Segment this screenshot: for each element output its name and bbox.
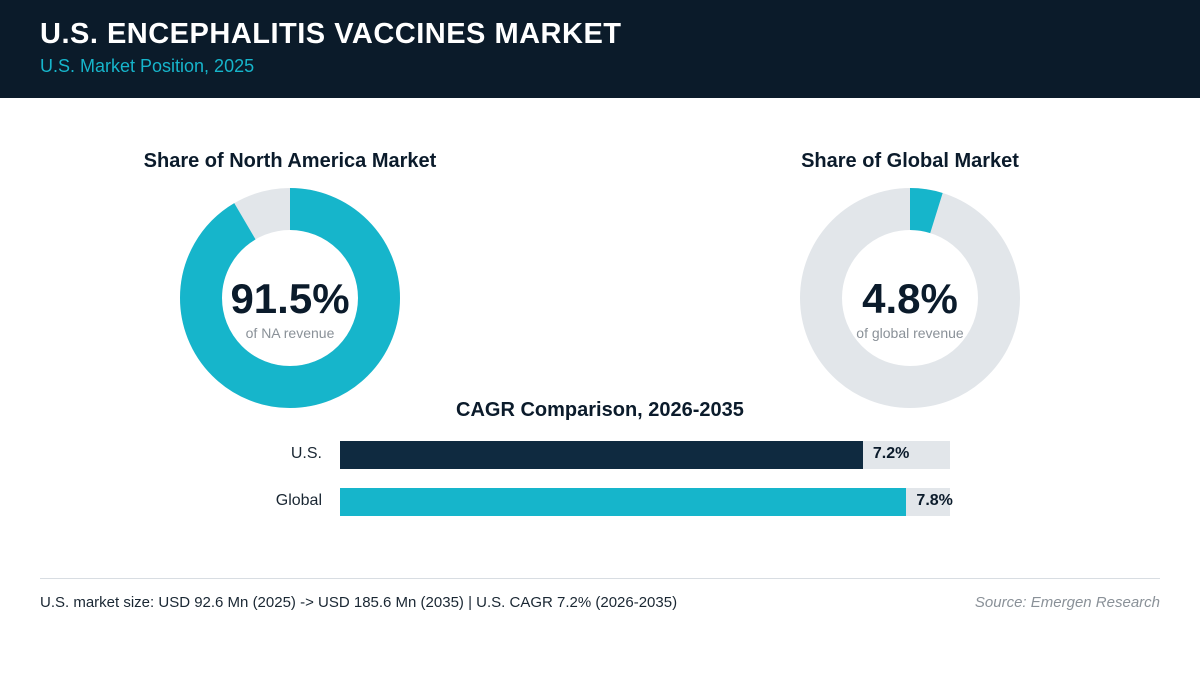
cagr-row-us: U.S. 7.2% (240, 441, 960, 469)
market-size-note: U.S. market size: USD 92.6 Mn (2025) -> … (40, 594, 678, 611)
cagr-label-us: U.S. (290, 445, 322, 462)
source-credit: Source: Emergen Research (974, 594, 1160, 611)
cagr-label-global: Global (275, 492, 322, 509)
cagr-bar-us (340, 441, 863, 469)
cagr-track-us: 7.2% (340, 441, 950, 469)
cagr-chart-title: CAGR Comparison, 2026-2035 (456, 399, 744, 421)
na-share-title: Share of North America Market (143, 150, 437, 172)
global-share-caption: of global revenue (856, 325, 964, 341)
footer-divider (40, 578, 1160, 579)
header-banner: U.S. ENCEPHALITIS VACCINES MARKET U.S. M… (0, 0, 1200, 98)
cagr-bar-global (340, 488, 907, 516)
global-share-title: Share of Global Market (801, 150, 1019, 172)
page-subtitle: U.S. Market Position, 2025 (40, 56, 255, 76)
cagr-track-global: 7.8% (340, 488, 953, 516)
global-share-donut-chart: Share of Global Market 4.8% of global re… (710, 150, 1110, 420)
na-share-donut (180, 188, 400, 408)
cagr-row-global: Global 7.8% (240, 488, 960, 516)
page-title: U.S. ENCEPHALITIS VACCINES MARKET (40, 18, 622, 50)
cagr-value-global: 7.8% (916, 492, 953, 509)
global-share-value: 4.8% (862, 275, 958, 322)
na-share-value: 91.5% (230, 275, 350, 322)
cagr-value-us: 7.2% (872, 445, 910, 462)
na-share-caption: of NA revenue (245, 325, 335, 341)
global-share-donut (800, 188, 1020, 408)
na-share-donut-chart: Share of North America Market 91.5% of N… (90, 150, 490, 420)
na-share-arc (180, 188, 400, 408)
global-share-arc (800, 188, 1020, 408)
